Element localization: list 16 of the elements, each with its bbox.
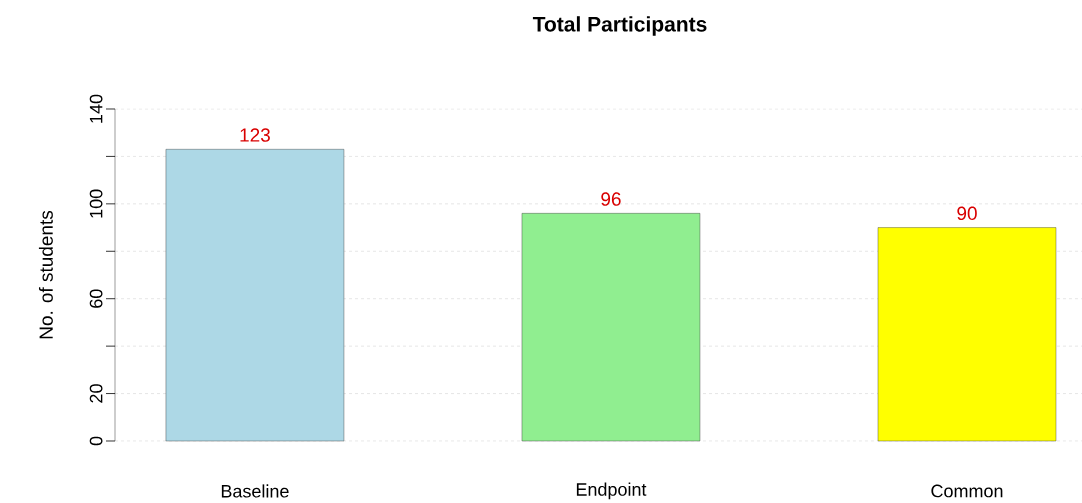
data-label: 96 xyxy=(601,192,621,206)
y-tick-label: 140 xyxy=(89,94,103,123)
chart-title: Total Participants xyxy=(532,16,707,36)
y-axis-title: No. of students xyxy=(38,210,53,339)
y-tick-label: 100 xyxy=(89,189,103,218)
y-tick-label: 60 xyxy=(89,289,103,308)
x-tick-label: Baseline xyxy=(221,484,289,498)
data-label: 90 xyxy=(957,206,977,221)
bar xyxy=(521,213,701,442)
y-tick-label: 0 xyxy=(89,436,103,446)
y-tick-label: 20 xyxy=(89,384,103,403)
data-label: 123 xyxy=(240,128,270,142)
bar xyxy=(165,149,345,442)
x-tick-label: Endpoint xyxy=(576,482,647,500)
x-tick-label: Common xyxy=(931,484,1003,498)
bar xyxy=(877,227,1057,442)
